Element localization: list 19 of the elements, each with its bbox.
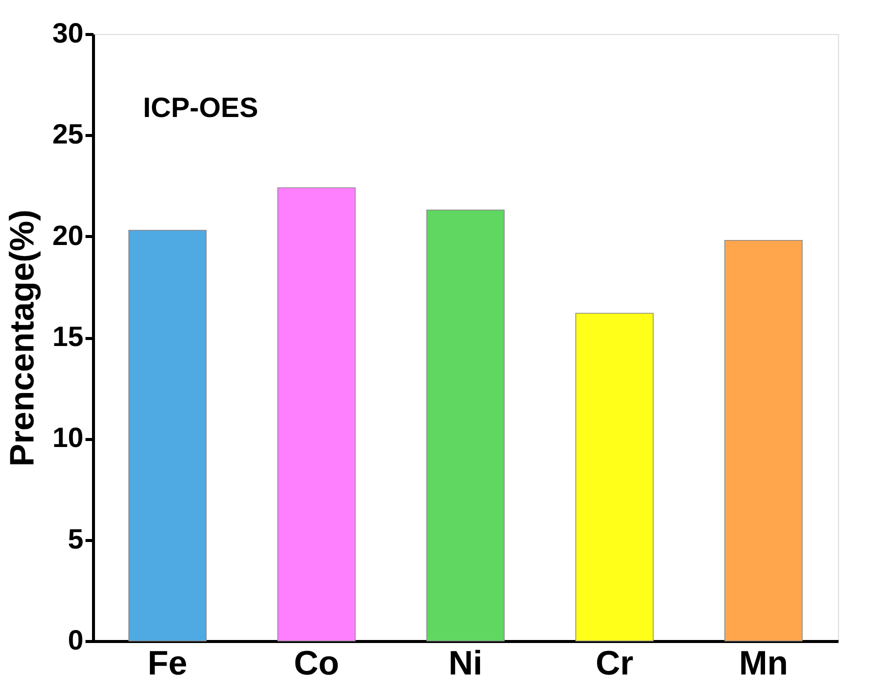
y-tick-label: 15 [52,321,84,352]
y-axis-title: Prencentage(%) [3,210,42,466]
y-tick-label: 25 [52,118,84,150]
bar [426,210,505,642]
y-tick-label: 10 [52,422,84,454]
y-tick-label: 0 [68,624,84,656]
bar [277,187,356,642]
x-tick-label: Mn [738,644,788,682]
x-tick-label: Fe [148,644,188,682]
bar [575,312,654,642]
y-tick-label: 20 [52,220,84,251]
x-tick-label: Cr [596,644,634,682]
x-tick-label: Co [294,644,340,682]
y-tick-label: 5 [68,523,84,554]
annotation: ICP-OES [143,92,258,123]
bar [724,240,803,642]
x-tick-label: Ni [448,644,482,682]
bar [128,230,207,642]
y-tick-label: 30 [52,18,84,48]
